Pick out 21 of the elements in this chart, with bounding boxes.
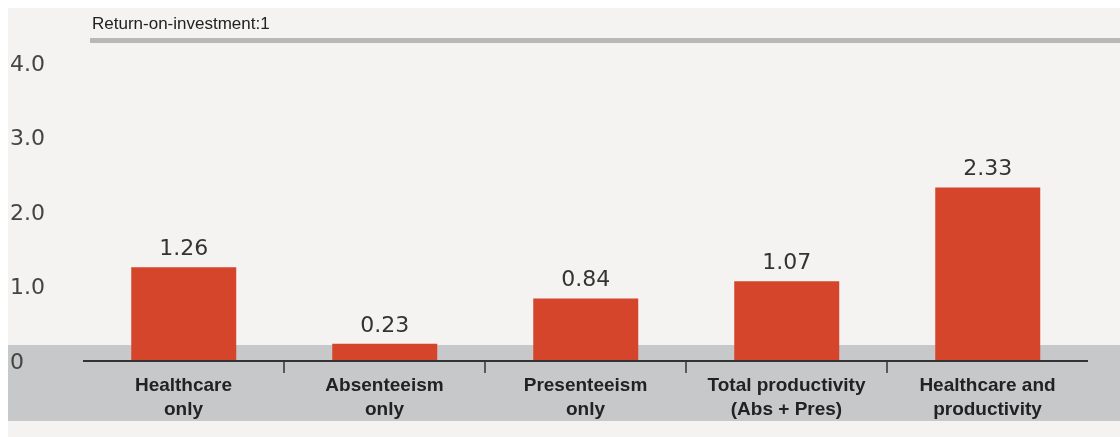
x-tick-label: Healthcare only: [134, 374, 233, 419]
y-axis-title: Return-on-investment:1: [92, 14, 270, 34]
y-tick-label: 4.0: [10, 50, 45, 76]
bar: [131, 267, 237, 361]
y-tick-label: 2.0: [10, 199, 45, 225]
y-tick-label: 1.0: [10, 274, 45, 300]
y-tick-label: 3.0: [10, 125, 45, 151]
x-tick-label: Total productivity (Abs + Pres): [707, 374, 866, 419]
bar: [935, 187, 1041, 361]
data-label: 0.23: [360, 311, 410, 337]
x-tick-label: Presenteeism only: [523, 374, 648, 419]
x-tick-label: Absenteeism only: [325, 374, 444, 419]
bar: [332, 343, 438, 361]
data-label: 1.26: [159, 235, 209, 261]
data-label: 0.84: [561, 266, 611, 292]
bar: [734, 281, 840, 361]
x-tick-label: Healthcare and productivity: [919, 374, 1056, 419]
data-label: 2.33: [963, 155, 1013, 181]
bar: [533, 298, 639, 361]
y-tick-label: 0: [10, 348, 24, 374]
data-label: 1.07: [762, 249, 812, 275]
